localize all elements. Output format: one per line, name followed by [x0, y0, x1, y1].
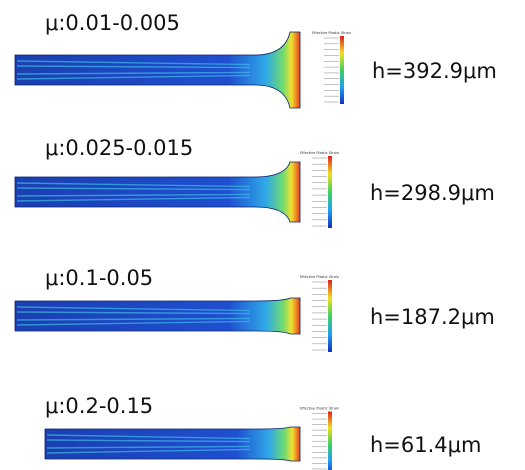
- specimen: [14, 161, 301, 223]
- legend-title: Effective Plastic Strain: [300, 275, 339, 279]
- strain-band: [16, 193, 251, 197]
- strain-band: [16, 317, 251, 321]
- mu-label: μ:0.025-0.015: [45, 136, 193, 160]
- specimen: [14, 31, 301, 109]
- strain-band: [16, 182, 251, 188]
- colorbar: [340, 36, 344, 104]
- colorbar: [328, 280, 332, 352]
- strain-band: [16, 306, 251, 312]
- strain-band: [46, 434, 251, 440]
- strain-band: [16, 71, 251, 75]
- colorbar: [328, 156, 332, 228]
- height-label: h=61.4μm: [370, 433, 481, 457]
- height-label: h=187.2μm: [370, 305, 495, 329]
- strain-band: [16, 187, 251, 191]
- mu-label: μ:0.1-0.05: [45, 266, 153, 290]
- specimen: [14, 297, 301, 335]
- strain-band: [16, 74, 251, 80]
- specimen: [44, 426, 301, 462]
- legend-title: Effective Plastic Strain: [312, 31, 351, 35]
- strain-band: [16, 320, 251, 326]
- height-label: h=298.9μm: [370, 181, 495, 205]
- strain-band: [16, 65, 251, 69]
- strain-band: [16, 311, 251, 315]
- colorbar: [328, 411, 332, 470]
- strain-band: [46, 445, 251, 449]
- legend-title: Effective Plastic Strain: [300, 151, 339, 155]
- mu-label: μ:0.01-0.005: [45, 11, 180, 35]
- strain-band: [16, 60, 251, 66]
- mu-label: μ:0.2-0.15: [45, 394, 153, 418]
- legend-title: Effective Plastic Strain: [300, 407, 339, 411]
- strain-band: [46, 439, 251, 443]
- strain-band: [46, 448, 251, 454]
- height-label: h=392.9μm: [372, 59, 497, 83]
- strain-band: [16, 196, 251, 202]
